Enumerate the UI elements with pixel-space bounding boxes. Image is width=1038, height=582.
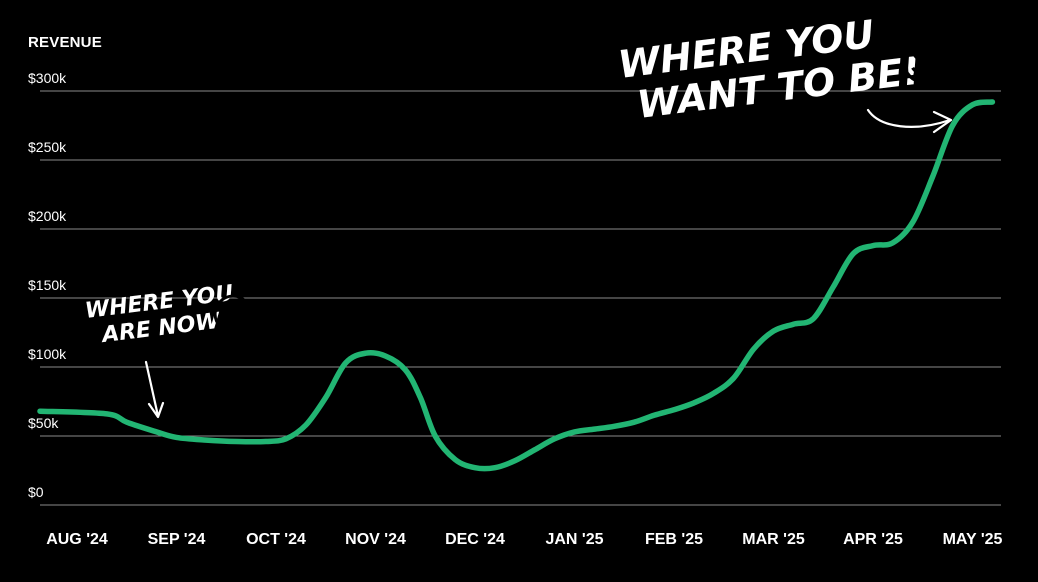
x-tick-label: MAR '25 xyxy=(742,531,805,548)
arrow-right-icon xyxy=(866,108,953,134)
x-tick-label: DEC '24 xyxy=(445,531,505,548)
gridlines xyxy=(40,90,1001,506)
y-tick-label: $50k xyxy=(28,415,59,431)
arrow-down-icon xyxy=(144,360,165,419)
y-tick-label: $300k xyxy=(28,70,67,86)
y-axis-tick-labels: $0 $50k $100k $150k $200k $250k $300k xyxy=(28,70,67,500)
x-axis-tick-labels: AUG '24 SEP '24 OCT '24 NOV '24 DEC '24 JAN '… xyxy=(46,531,1002,548)
y-tick-label: $100k xyxy=(28,346,67,362)
series-layer xyxy=(37,99,996,472)
y-tick-label: $150k xyxy=(28,277,67,293)
y-tick-label: $200k xyxy=(28,208,67,224)
x-tick-label: MAY '25 xyxy=(943,531,1003,548)
x-tick-label: AUG '24 xyxy=(46,531,108,548)
x-tick-label: OCT '24 xyxy=(246,531,306,548)
chart-title: REVENUE xyxy=(28,34,102,51)
x-tick-label: FEB '25 xyxy=(645,531,703,548)
weary-face-emoji-icon: 😩 xyxy=(210,291,256,340)
x-tick-label: APR '25 xyxy=(843,531,903,548)
y-tick-label: $0 xyxy=(28,484,44,500)
revenue-series-line xyxy=(37,99,996,472)
heart-eyes-emoji-icon: 😍 xyxy=(898,35,950,91)
x-tick-label: NOV '24 xyxy=(345,531,406,548)
x-tick-label: JAN '25 xyxy=(545,531,603,548)
y-tick-label: $250k xyxy=(28,139,67,155)
x-tick-label: SEP '24 xyxy=(148,531,206,548)
